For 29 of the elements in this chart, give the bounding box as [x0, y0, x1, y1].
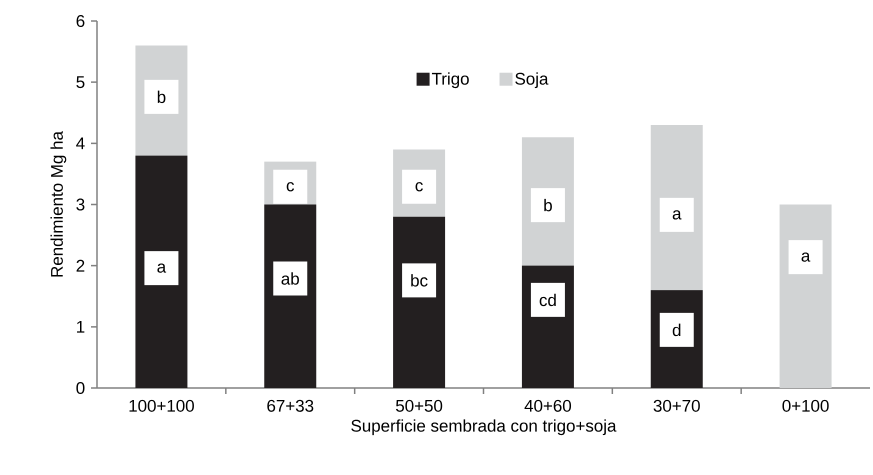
x-tick-label: 100+100 [130, 400, 194, 412]
annotation: c [286, 182, 294, 192]
legend-label: Soja [515, 72, 548, 88]
annotation: c [416, 182, 423, 192]
annotation: b [544, 198, 552, 212]
bar [135, 156, 188, 388]
annotation: a [672, 210, 682, 220]
annotation: b [158, 90, 166, 104]
y-tick-label: 0 [76, 382, 84, 394]
annotation: bc [411, 274, 428, 287]
annotation: a [157, 263, 166, 273]
x-axis-title: Superficie sembrada con trigo+soja [351, 419, 616, 436]
x-tick-label: 40+60 [524, 400, 572, 412]
y-tick-label: 2 [76, 260, 84, 272]
y-tick-label: 3 [76, 198, 84, 210]
x-tick-label: 50+50 [396, 400, 442, 412]
x-tick-label: 0+100 [782, 400, 829, 412]
annotation: ab [282, 272, 299, 285]
annotation: d [672, 324, 680, 336]
y-axis-title: Rendimiento Mg ha [50, 131, 66, 277]
annotation: cd [540, 294, 556, 306]
y-tick-label: 6 [76, 15, 84, 27]
annotation: a [802, 252, 810, 262]
legend-label: Trigo [432, 72, 469, 88]
x-tick-label: 30+70 [654, 400, 700, 412]
y-tick-label: 4 [76, 138, 85, 150]
x-tick-label: 67+33 [267, 400, 314, 412]
y-tick-label: 1 [77, 321, 84, 333]
y-tick-label: 5 [76, 76, 84, 88]
